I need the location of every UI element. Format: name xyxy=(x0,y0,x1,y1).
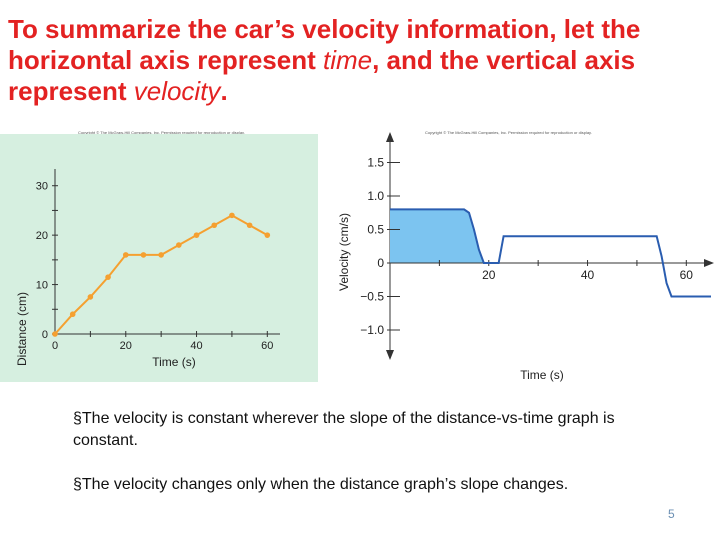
x-tick-label: 40 xyxy=(190,340,202,352)
x-axis-label: Time (s) xyxy=(520,368,564,382)
data-point xyxy=(87,294,94,300)
data-point xyxy=(264,232,271,238)
distance-time-chart: 0 10 20 30 0 20 40 60 Time (s) Distance (cm) xyxy=(0,134,318,382)
data-point xyxy=(52,331,58,337)
y-tick-label: 0 xyxy=(377,256,384,270)
data-point xyxy=(193,232,200,238)
data-point xyxy=(211,222,218,229)
x-axis-label: Time (s) xyxy=(152,355,196,369)
velocity-line xyxy=(390,208,711,298)
y-tick-label: 10 xyxy=(36,280,48,292)
x-tick-label: 60 xyxy=(261,340,273,352)
bullet-2: §The velocity changes only when the dist… xyxy=(73,476,569,493)
y-tick-label: −1.0 xyxy=(360,323,384,337)
data-point xyxy=(122,252,129,258)
y-tick-label: 1.5 xyxy=(367,156,384,170)
y-tick-label: 0.5 xyxy=(367,223,384,237)
y-tick-label: 30 xyxy=(36,181,48,193)
velocity-area-fill xyxy=(390,209,484,263)
y-tick-label: 0 xyxy=(42,329,48,341)
y-axis-arrow-down xyxy=(386,350,394,360)
data-point xyxy=(176,242,182,248)
slide-number: 5 xyxy=(668,507,675,521)
slide-title: To summarize the car’s velocity informat… xyxy=(8,14,641,106)
x-tick-label: 20 xyxy=(482,268,496,282)
x-tick-label: 40 xyxy=(581,268,595,282)
bullet-marker: § xyxy=(73,410,82,427)
y-tick-label: 1.0 xyxy=(367,189,384,203)
y-tick-label: 20 xyxy=(36,230,48,242)
x-tick-label: 60 xyxy=(680,268,694,282)
x-axis-arrow xyxy=(704,259,714,267)
copyright-notice-left: Copyright © The McGraw-Hill Companies, I… xyxy=(78,130,245,135)
data-point xyxy=(246,222,253,229)
data-point xyxy=(140,252,147,258)
data-point xyxy=(69,311,76,318)
velocity-time-chart: 1.5 1.0 0.5 0 −0.5 −1.0 20 40 60 Time (s) Veloc… xyxy=(337,132,714,382)
x-tick-label: 0 xyxy=(52,340,58,352)
y-axis-label: Distance (cm) xyxy=(15,292,29,366)
x-tick-label: 20 xyxy=(120,340,132,352)
chart-background xyxy=(0,134,318,382)
copyright-notice-right: Copyright © The McGraw-Hill Companies, I… xyxy=(425,130,592,135)
data-point xyxy=(229,212,235,219)
y-tick-label: −0.5 xyxy=(360,290,384,304)
data-point xyxy=(158,252,164,258)
data-point xyxy=(105,274,111,280)
y-axis-arrow-up xyxy=(386,132,394,142)
bullet-marker: § xyxy=(73,476,82,493)
y-axis-label: Velocity (cm/s) xyxy=(337,213,351,291)
bullet-1: §The velocity is constant wherever the s… xyxy=(73,410,615,449)
